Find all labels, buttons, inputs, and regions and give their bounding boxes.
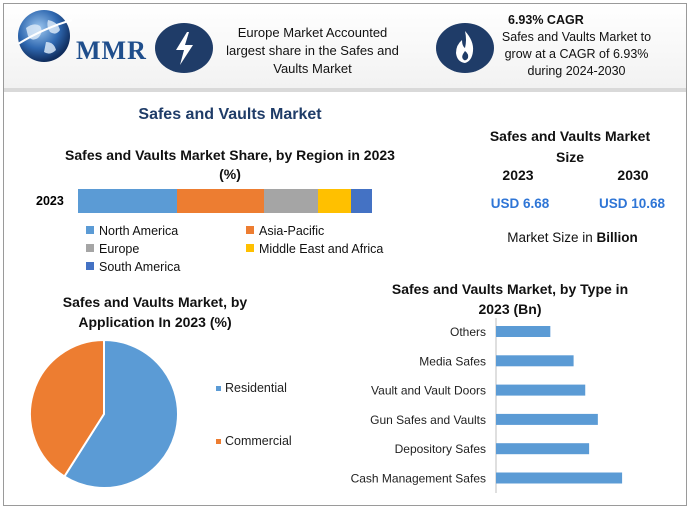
market-size-title-line1: Safes and Vaults Market: [489, 128, 651, 144]
type-bar-media-safes: [496, 355, 574, 367]
application-chart-title: Safes and Vaults Market, by Application …: [62, 294, 248, 330]
market-size-year-2030: 2030: [617, 167, 649, 183]
legend-swatch: [246, 244, 254, 252]
logo-text: MMR: [76, 36, 147, 65]
globe-icon: [17, 10, 73, 62]
pie-legend-swatch-commercial: [216, 439, 221, 444]
type-bar-depository-safes: [496, 443, 590, 455]
market-size-note-unit: Billion: [596, 230, 638, 245]
region-chart-title: Safes and Vaults Market Share, by Region…: [55, 146, 405, 184]
pie-slice-commercial: [29, 338, 105, 478]
pie-slice-residential: [62, 338, 179, 489]
info-europe-line1: Europe Market Accounted: [237, 25, 388, 40]
legend-item-asia-pacific: Asia-Pacific: [246, 224, 324, 238]
region-bar-north-america: [78, 189, 177, 213]
region-chart-svg: 2023: [36, 189, 372, 213]
mmr-logo: MMR: [14, 8, 147, 65]
info-cagr-line2: grow at a CAGR of 6.93%: [504, 47, 649, 61]
legend-label: South America: [99, 260, 181, 274]
type-bar-others: [496, 326, 551, 337]
market-size-year-2023: 2023: [502, 167, 534, 183]
type-chart-title: Safes and Vaults Market, by Type in 2023…: [391, 281, 629, 317]
region-legend: North America Asia-Pacific Europe Middle Ea…: [86, 224, 406, 280]
info-cagr-line3: during 2024-2030: [527, 64, 626, 78]
infographic-frame: [3, 3, 687, 506]
legend-label: Europe: [99, 242, 140, 256]
legend-swatch: [86, 244, 94, 252]
legend-swatch: [86, 262, 94, 270]
pie-legend-swatch-residential: [216, 386, 221, 391]
cagr-title: 6.93% CAGR: [508, 13, 584, 27]
info-europe: Europe Market Accounted largest share in…: [215, 24, 410, 78]
type-bar-vault-and-vault-doors: [496, 384, 586, 396]
lightning-bolt-icon: [155, 23, 213, 73]
info-cagr: 6.93% CAGR Safes and Vaults Market to gr…: [494, 12, 659, 80]
market-size-value-2030: USD 10.68: [598, 196, 666, 211]
type-label-depository-safes: Depository Safes: [395, 442, 486, 456]
type-label-media-safes: Media Safes: [419, 354, 486, 368]
region-category-label: 2023: [36, 194, 64, 208]
legend-swatch: [86, 226, 94, 234]
header-divider: [4, 88, 686, 92]
market-size-value-2023: USD 6.68: [490, 196, 550, 211]
type-label-others: Others: [450, 325, 486, 339]
legend-item-south-america: South America: [86, 260, 180, 274]
legend-swatch: [246, 226, 254, 234]
legend-label: North America: [99, 224, 179, 238]
info-cagr-line1: Safes and Vaults Market to: [501, 30, 652, 44]
region-chart-title-text: Safes and Vaults Market Share, by Region…: [65, 147, 395, 182]
region-chart: 2023: [20, 182, 380, 223]
info-europe-line3: Vaults Market: [273, 61, 352, 76]
legend-item-north-america: North America: [86, 224, 178, 238]
legend-label: Asia-Pacific: [259, 224, 325, 238]
type-label-cash-management-safes: Cash Management Safes: [351, 472, 486, 486]
legend-item-europe: Europe: [86, 242, 139, 256]
pie-legend-label-commercial: Commercial: [225, 434, 292, 448]
type-label-gun-safes-and-vaults: Gun Safes and Vaults: [370, 413, 486, 427]
legend-item-middle-east-and-africa: Middle East and Africa: [246, 242, 383, 256]
main-title: Safes and Vaults Market: [138, 106, 322, 123]
flame-icon: [436, 23, 494, 73]
region-bar-asia-pacific: [177, 189, 264, 213]
application-pie-svg: Residential Commercial: [29, 338, 292, 489]
info-europe-line2: largest share in the Safes and: [226, 43, 399, 58]
market-size-title: Safes and Vaults Market Size: [470, 126, 670, 168]
pie-legend-label-residential: Residential: [225, 381, 287, 395]
type-bar-cash-management-safes: [496, 472, 623, 484]
region-bar-middle-east-and-africa: [318, 189, 351, 213]
region-bar-south-america: [351, 189, 372, 213]
region-bar-europe: [264, 189, 318, 213]
application-chart: Residential Commercial: [20, 330, 320, 505]
market-size-title-line2: Size: [555, 149, 584, 165]
type-bar-gun-safes-and-vaults: [496, 413, 598, 425]
type-chart-svg: Others Media Safes Vault and Vault Doors Gu…: [351, 318, 623, 493]
type-label-vault-and-vault-doors: Vault and Vault Doors: [371, 384, 486, 398]
header-band: [4, 4, 686, 88]
type-chart: Others Media Safes Vault and Vault Doors Gu…: [330, 318, 680, 503]
legend-label: Middle East and Africa: [259, 242, 384, 256]
market-size-note: Market Size in Billion: [480, 230, 665, 245]
market-size-note-prefix: Market Size in: [507, 230, 597, 245]
